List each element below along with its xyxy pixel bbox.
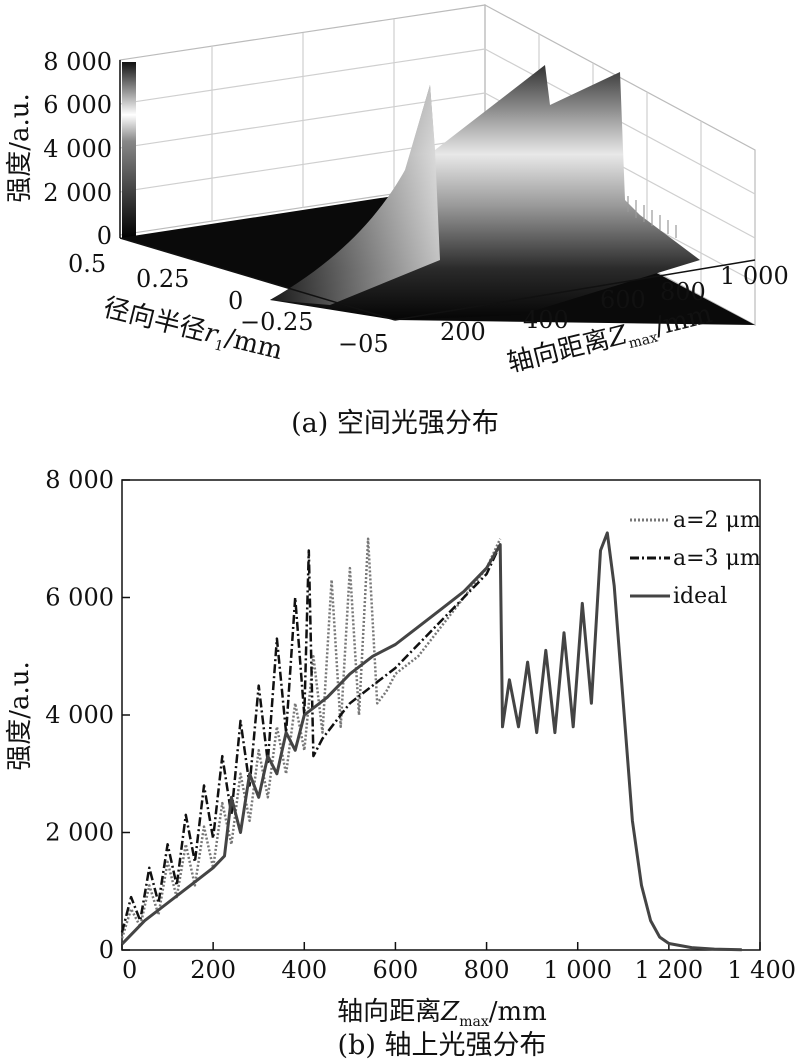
panel-a-ripples: [627, 196, 677, 238]
xb-label-main: 轴向距离: [337, 997, 441, 1027]
x-tick-label: 1 000: [543, 956, 612, 984]
y3d-label-main: 径向半径: [100, 293, 208, 347]
panel-b-y-axis-label: 强度/a.u.: [5, 661, 35, 771]
z-tick-4: 8 000: [43, 48, 112, 76]
panel-b-x-tick-labels: 0 200 400 600 800 1 000 1 200 1 400: [122, 956, 796, 984]
x-tick-label: 400: [281, 956, 327, 984]
plot-frame: [121, 479, 761, 951]
panel-a: 0 2 000 4 000 6 000 8 000 强度/a.u. 0.5 0.…: [5, 3, 789, 439]
x-axis-3d: 200 400 600 800 1 000 轴向距离Zmax/mm: [394, 259, 789, 379]
y3d-tick-4: −05: [338, 330, 389, 358]
xb-label-unit: /mm: [489, 997, 547, 1027]
x-tick-label: 1 200: [634, 956, 703, 984]
x3d-tick-2: 600: [600, 286, 646, 314]
x-tick-label: 800: [464, 956, 510, 984]
panel-a-caption: (a) 空间光强分布: [291, 408, 499, 439]
series-line-dashdot: [120, 544, 502, 933]
xb-label-var: Z: [440, 997, 460, 1027]
y3d-tick-1: 0.25: [136, 265, 189, 293]
y-tick-label: 6 000: [45, 584, 114, 612]
x-tick-label: 1 400: [727, 956, 796, 984]
panel-b-series: [120, 531, 742, 952]
x3d-tick-3: 800: [660, 278, 706, 306]
panel-b-ticks: [121, 479, 761, 951]
y-tick-label: 0: [99, 936, 114, 964]
z-tick-0: 0: [97, 222, 112, 250]
panel-b-caption: (b) 轴上光强分布: [338, 1030, 547, 1061]
z-tick-3: 6 000: [43, 91, 112, 119]
x-tick-label: 200: [190, 956, 236, 984]
y3d-tick-0: 0.5: [68, 250, 106, 278]
y3d-axis-label: 径向半径r1/mm: [100, 293, 286, 369]
xb-label-sub: max: [459, 1014, 489, 1030]
colorbar: [122, 62, 136, 238]
x3d-tick-1: 400: [523, 306, 569, 334]
legend-label-a2: a=2 μm: [673, 508, 761, 533]
x3d-label-sub: max: [627, 329, 660, 352]
panel-a-surface-left-face: [270, 85, 440, 305]
y-tick-label: 8 000: [45, 466, 114, 494]
x3d-tick-0: 200: [440, 318, 486, 346]
y3d-tick-3: −0.25: [240, 308, 314, 336]
z-axis-label: 强度/a.u.: [5, 93, 35, 203]
panel-b-x-axis-label: 轴向距离Zmax/mm: [337, 997, 547, 1030]
legend-label-a3: a=3 μm: [673, 546, 761, 571]
x3d-tick-4: 1 000: [720, 262, 789, 290]
y-tick-label: 2 000: [45, 819, 114, 847]
z-tick-1: 2 000: [43, 179, 112, 207]
y3d-tick-2: 0: [228, 287, 243, 315]
series-line-solid: [120, 531, 742, 952]
z-axis: 0 2 000 4 000 6 000 8 000 强度/a.u.: [5, 48, 121, 250]
panel-b: 0 2 000 4 000 6 000 8 000 0 200 400 600 800 1 000…: [5, 466, 796, 1061]
y-tick-label: 4 000: [45, 701, 114, 729]
y3d-label-sub: 1: [213, 337, 226, 355]
legend-label-ideal: ideal: [673, 584, 727, 609]
z-tick-2: 4 000: [43, 135, 112, 163]
panel-b-y-tick-labels: 0 2 000 4 000 6 000 8 000: [45, 466, 114, 964]
legend: a=2 μm a=3 μm ideal: [630, 508, 761, 609]
x-tick-label: 600: [373, 956, 419, 984]
x-tick-label: 0: [122, 956, 137, 984]
